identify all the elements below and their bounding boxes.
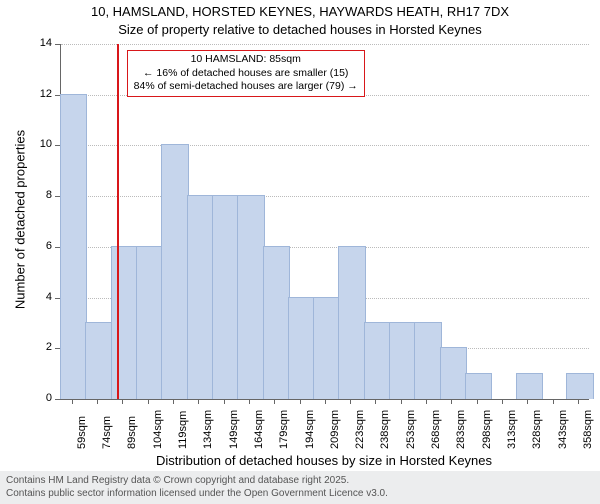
y-tick-mark — [55, 95, 60, 96]
annotation-line2: ← 16% of detached houses are smaller (15… — [134, 67, 358, 81]
x-tick-label: 253sqm — [405, 410, 417, 449]
histogram-bar — [465, 373, 492, 399]
histogram-bar — [566, 373, 593, 399]
x-tick-mark — [502, 399, 503, 404]
x-tick-label: 119sqm — [177, 411, 189, 449]
x-tick-label: 313sqm — [506, 410, 518, 449]
y-tick-label: 2 — [30, 341, 52, 353]
histogram-bar — [136, 246, 163, 399]
x-tick-label: 89sqm — [126, 416, 138, 449]
x-tick-mark — [325, 399, 326, 404]
x-tick-label: 343sqm — [557, 410, 569, 449]
x-tick-label: 283sqm — [455, 410, 467, 449]
x-tick-mark — [198, 399, 199, 404]
chart-title-line2: Size of property relative to detached ho… — [0, 22, 600, 37]
plot-area: 10 HAMSLAND: 85sqm← 16% of detached hous… — [60, 44, 589, 400]
footer-attribution: Contains HM Land Registry data © Crown c… — [0, 471, 600, 504]
x-tick-label: 74sqm — [101, 416, 113, 449]
x-tick-label: 209sqm — [329, 410, 341, 449]
x-tick-mark — [578, 399, 579, 404]
x-tick-mark — [350, 399, 351, 404]
footer-line1: Contains HM Land Registry data © Crown c… — [6, 475, 594, 488]
histogram-bar — [263, 246, 290, 399]
x-tick-label: 223sqm — [354, 410, 366, 449]
x-tick-mark — [148, 399, 149, 404]
y-tick-label: 12 — [30, 88, 52, 100]
gridline — [61, 145, 589, 146]
annotation-line3: 84% of semi-detached houses are larger (… — [134, 80, 358, 94]
y-tick-mark — [55, 247, 60, 248]
histogram-bar — [364, 322, 391, 399]
y-tick-label: 10 — [30, 138, 52, 150]
histogram-bar — [313, 297, 340, 399]
y-tick-label: 0 — [30, 392, 52, 404]
x-tick-label: 194sqm — [304, 410, 316, 449]
y-tick-mark — [55, 196, 60, 197]
x-tick-mark — [173, 399, 174, 404]
y-tick-mark — [55, 145, 60, 146]
y-axis-label: Number of detached properties — [13, 119, 28, 319]
x-tick-mark — [401, 399, 402, 404]
x-tick-label: 358sqm — [582, 410, 594, 449]
x-tick-label: 298sqm — [481, 410, 493, 449]
y-tick-label: 6 — [30, 240, 52, 252]
y-tick-label: 8 — [30, 189, 52, 201]
x-axis-label: Distribution of detached houses by size … — [60, 453, 588, 468]
histogram-bar — [414, 322, 441, 399]
x-tick-mark — [122, 399, 123, 404]
x-tick-label: 238sqm — [379, 410, 391, 449]
histogram-bar — [338, 246, 365, 399]
x-tick-label: 268sqm — [430, 410, 442, 449]
x-tick-label: 59sqm — [76, 416, 88, 449]
x-tick-mark — [375, 399, 376, 404]
x-tick-mark — [553, 399, 554, 404]
x-tick-mark — [224, 399, 225, 404]
histogram-bar — [389, 322, 416, 399]
gridline — [61, 44, 589, 45]
x-tick-mark — [426, 399, 427, 404]
histogram-bar — [237, 195, 264, 399]
histogram-bar — [85, 322, 112, 399]
x-tick-mark — [72, 399, 73, 404]
reference-line — [117, 44, 119, 399]
x-tick-mark — [477, 399, 478, 404]
x-tick-mark — [527, 399, 528, 404]
x-tick-mark — [249, 399, 250, 404]
x-tick-label: 149sqm — [228, 410, 240, 449]
y-tick-label: 4 — [30, 291, 52, 303]
x-tick-label: 179sqm — [278, 410, 290, 449]
annotation-line1: 10 HAMSLAND: 85sqm — [134, 53, 358, 67]
x-tick-mark — [97, 399, 98, 404]
annotation-box: 10 HAMSLAND: 85sqm← 16% of detached hous… — [127, 50, 365, 97]
histogram-bar — [111, 246, 138, 399]
x-tick-mark — [451, 399, 452, 404]
chart-title-line1: 10, HAMSLAND, HORSTED KEYNES, HAYWARDS H… — [0, 4, 600, 19]
y-tick-mark — [55, 399, 60, 400]
histogram-bar — [60, 94, 87, 399]
x-tick-mark — [274, 399, 275, 404]
x-tick-label: 104sqm — [152, 410, 164, 449]
y-tick-mark — [55, 44, 60, 45]
x-tick-mark — [300, 399, 301, 404]
x-tick-label: 134sqm — [202, 410, 214, 449]
y-tick-mark — [55, 348, 60, 349]
y-tick-label: 14 — [30, 37, 52, 49]
histogram-bar — [161, 144, 188, 399]
histogram-bar — [288, 297, 315, 399]
histogram-bar — [440, 347, 467, 399]
histogram-bar — [516, 373, 543, 399]
histogram-bar — [187, 195, 214, 399]
histogram-bar — [212, 195, 239, 399]
x-tick-label: 164sqm — [253, 410, 265, 449]
footer-line2: Contains public sector information licen… — [6, 488, 594, 501]
y-tick-mark — [55, 298, 60, 299]
x-tick-label: 328sqm — [531, 410, 543, 449]
gridline — [61, 196, 589, 197]
